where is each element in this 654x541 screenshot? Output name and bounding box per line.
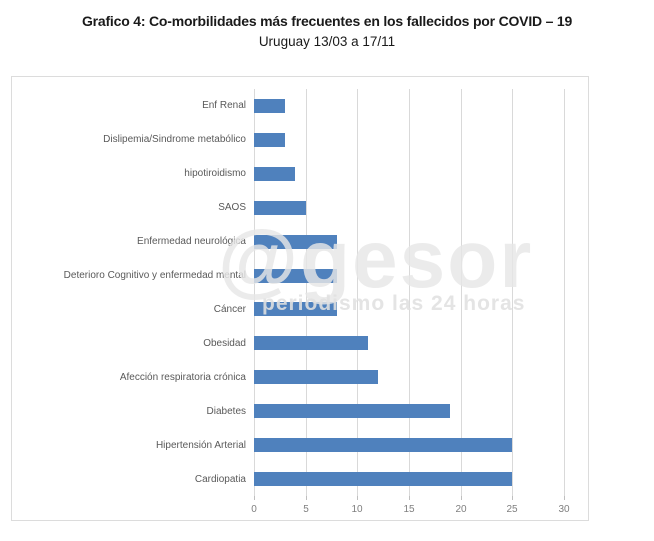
chart-row: Afección respiratoria crónica [12,360,564,394]
category-label: Enf Renal [202,100,246,112]
bar [254,404,451,419]
bar [254,234,337,249]
x-tick-mark [564,496,565,500]
category-label: hipotiroidismo [184,168,246,180]
bar [254,370,378,385]
bar [254,132,285,147]
bar-track [254,336,564,351]
chart-row: Dislipemia/Sindrome metabólico [12,123,564,157]
bar [254,302,337,317]
chart-row: Diabetes [12,394,564,428]
x-tick-label: 5 [303,504,309,515]
bar [254,200,306,215]
bar [254,438,513,453]
chart-row: SAOS [12,191,564,225]
x-tick-label: 30 [558,504,570,515]
bar-track [254,472,564,487]
bar-track [254,166,564,181]
gridline [564,89,565,496]
x-tick-label: 25 [506,504,518,515]
chart-title: Grafico 4: Co-morbilidades más frecuente… [81,13,573,29]
chart-row: Hipertensión Arterial [12,428,564,462]
bar-track [254,98,564,113]
bar [254,166,296,181]
chart-row: Cardiopatia [12,462,564,496]
category-label: Dislipemia/Sindrome metabólico [103,134,246,146]
category-label: Obesidad [203,337,246,349]
chart-row: Deterioro Cognitivo y enfermedad mental [12,259,564,293]
chart-subtitle: Uruguay 13/03 a 17/11 [258,34,396,49]
x-tick-mark [461,496,462,500]
x-tick-mark [409,496,410,500]
bar-track [254,200,564,215]
bar [254,472,513,487]
chart-row: Enf Renal [12,89,564,123]
chart-row: Cáncer [12,293,564,327]
chart-row: hipotiroidismo [12,157,564,191]
category-label: Hipertensión Arterial [155,439,246,451]
bar-track [254,132,564,147]
bar [254,268,337,283]
category-label: SAOS [218,202,246,214]
bar-track [254,370,564,385]
category-label: Cardiopatia [194,473,246,485]
category-label: Afección respiratoria crónica [119,371,246,383]
x-tick-mark [254,496,255,500]
bar-track [254,268,564,283]
x-tick-mark [512,496,513,500]
chart-row: Enfermedad neurológica [12,225,564,259]
x-tick-mark [357,496,358,500]
x-tick-mark [306,496,307,500]
category-label: Deterioro Cognitivo y enfermedad mental [63,270,246,282]
x-tick-label: 0 [251,504,257,515]
bar-track [254,404,564,419]
bar-track [254,234,564,249]
bar [254,336,368,351]
category-label: Diabetes [206,405,246,417]
bar-track [254,438,564,453]
x-tick-label: 10 [351,504,363,515]
chart-area: Enf Renal Dislipemia/Sindrome metabólico h… [11,76,589,521]
x-tick-label: 20 [455,504,467,515]
category-label: Enfermedad neurológica [137,236,246,248]
category-label: Cáncer [213,303,246,315]
chart-row: Obesidad [12,326,564,360]
bar-rows: Enf Renal Dislipemia/Sindrome metabólico h… [12,89,564,496]
x-tick-label: 15 [403,504,415,515]
bar-track [254,302,564,317]
bar [254,98,285,113]
